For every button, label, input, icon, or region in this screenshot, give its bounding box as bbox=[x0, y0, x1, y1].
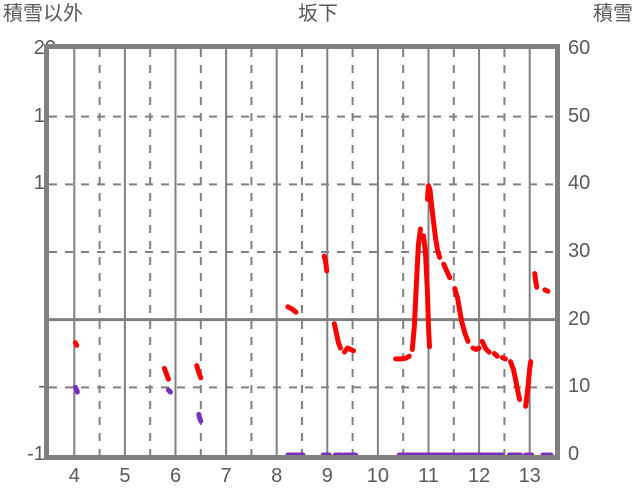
series-other-segment bbox=[452, 286, 471, 344]
series-snow-segment bbox=[196, 411, 204, 424]
series-other-segment bbox=[161, 365, 171, 382]
x-axis-tick-label: 13 bbox=[518, 465, 541, 487]
y-axis-right-tick-label: 50 bbox=[568, 104, 591, 127]
x-axis-tick-label: 8 bbox=[271, 465, 283, 487]
series-other-segment bbox=[470, 345, 482, 352]
series-other-segment bbox=[441, 261, 453, 281]
plot-canvas bbox=[49, 49, 555, 455]
series-other-segment bbox=[420, 233, 433, 350]
x-axis-tick-label: 12 bbox=[467, 465, 491, 487]
series-other-segment bbox=[194, 363, 204, 381]
series-other-segment bbox=[342, 345, 357, 355]
series-other-segment bbox=[72, 340, 80, 348]
y-axis-right-tick-label: 20 bbox=[568, 307, 591, 330]
x-axis-tick-label: 4 bbox=[68, 465, 80, 487]
series-other-segment bbox=[499, 355, 508, 362]
x-axis-tick-label: 9 bbox=[321, 465, 333, 487]
x-axis-tick-label: 10 bbox=[366, 465, 390, 487]
y-axis-right-tick-label: 0 bbox=[568, 443, 580, 465]
series-layer bbox=[72, 183, 554, 455]
series-other-segment bbox=[542, 287, 551, 294]
x-axis-tick-label: 7 bbox=[220, 465, 232, 487]
series-other-segment bbox=[331, 321, 343, 351]
y-axis-right-tick-label: 10 bbox=[568, 375, 591, 398]
series-snow-segment bbox=[72, 384, 80, 395]
x-axis-tick-label: 11 bbox=[418, 465, 439, 487]
series-other-segment bbox=[507, 359, 523, 403]
series-other-segment bbox=[285, 304, 299, 315]
series-other-segment bbox=[532, 271, 540, 290]
y-axis-right-tick-label: 60 bbox=[568, 37, 591, 59]
y-axis-right-tick-label: 40 bbox=[568, 172, 591, 195]
series-other-segment bbox=[479, 338, 492, 355]
left-axis-name: 積雪以外 bbox=[3, 3, 83, 25]
series-snow-segment bbox=[165, 387, 173, 395]
series-other-segment bbox=[321, 253, 330, 274]
right-axis-name: 積雪 bbox=[593, 3, 633, 25]
series-other-segment bbox=[491, 351, 500, 359]
series-other-segment bbox=[393, 353, 412, 362]
page-title: 坂下 bbox=[298, 3, 338, 25]
grid-layer bbox=[49, 49, 555, 455]
plot-area bbox=[44, 44, 560, 460]
series-other-segment bbox=[523, 359, 534, 409]
x-axis-tick-label: 6 bbox=[169, 465, 182, 487]
series-other-segment bbox=[409, 226, 423, 352]
x-axis-tick-label: 5 bbox=[119, 465, 131, 487]
y-axis-right-tick-label: 30 bbox=[568, 240, 591, 262]
series-other-segment bbox=[424, 183, 443, 260]
